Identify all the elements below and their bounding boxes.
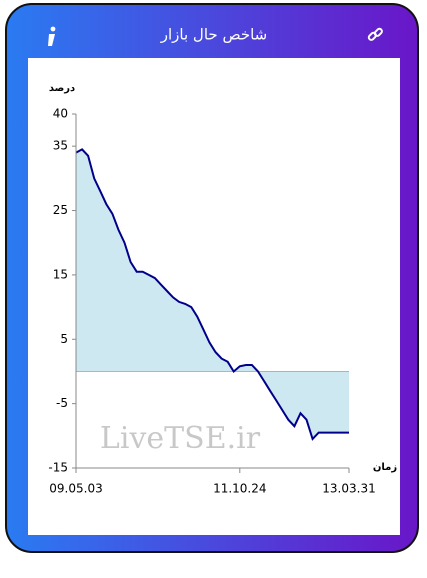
x-tick-label: 11.10.24 bbox=[213, 482, 266, 496]
y-tick-label: 5 bbox=[60, 332, 68, 346]
x-axis-label: زمان bbox=[373, 462, 397, 473]
y-tick-label: -15 bbox=[48, 461, 68, 475]
watermark: LiveTSE.ir bbox=[100, 421, 261, 456]
x-tick-label: 09.05.03 bbox=[49, 482, 102, 496]
y-tick-label: 40 bbox=[53, 107, 68, 121]
y-tick-label: 15 bbox=[53, 267, 68, 281]
info-icon[interactable] bbox=[48, 26, 56, 46]
line bbox=[75, 148, 349, 441]
y-axis-label: درصد bbox=[49, 83, 75, 94]
header-title: شاخص حال بازار bbox=[160, 26, 267, 44]
y-tick-label: -5 bbox=[56, 396, 68, 410]
area-fill bbox=[76, 149, 349, 439]
link-icon[interactable] bbox=[367, 27, 383, 41]
x-tick-label: 13.03.31 bbox=[322, 482, 375, 496]
y-tick-label: 25 bbox=[53, 203, 68, 217]
plot: -15 -5 5 15 25 35 40 09.05.03 11.10.24 13.03.31 در… bbox=[48, 83, 397, 496]
y-tick-label: 35 bbox=[53, 139, 68, 153]
